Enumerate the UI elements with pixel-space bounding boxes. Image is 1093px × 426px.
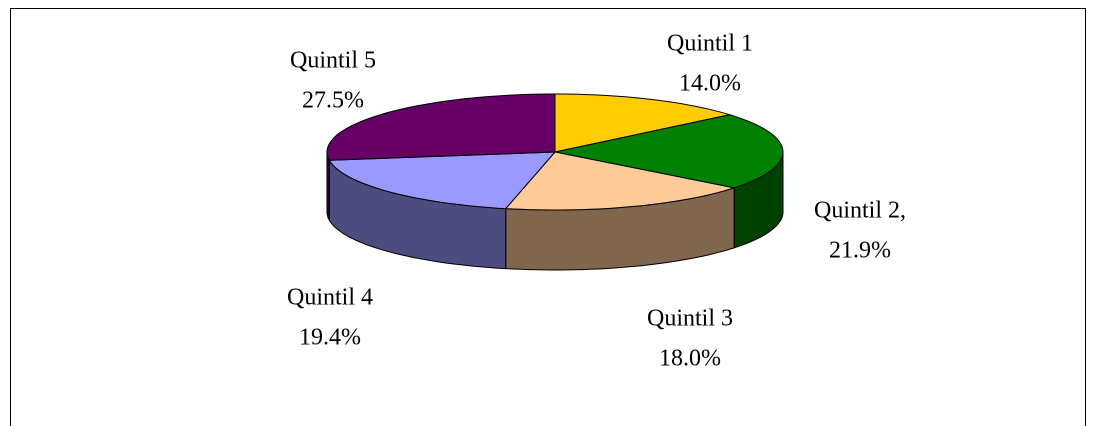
pie-slice <box>328 151 557 210</box>
frame <box>10 8 1086 426</box>
pie-slice <box>326 93 556 161</box>
slice-value-label: 21.9% <box>829 238 891 264</box>
slice-value-label: 19.4% <box>299 325 361 351</box>
pie-slice-side <box>326 151 330 221</box>
slice-label: Quintil 4 <box>287 285 373 311</box>
slice-value-label: 14.0% <box>679 71 741 97</box>
slice-value-label: 18.0% <box>659 346 721 372</box>
pie-slice <box>504 151 735 211</box>
slice-label: Quintil 1 <box>667 31 753 57</box>
slice-value-label: 27.5% <box>302 88 364 114</box>
slice-label: Quintil 2, <box>814 198 906 224</box>
pie-slice <box>554 93 730 153</box>
slice-label: Quintil 5 <box>290 48 376 74</box>
pie-slice <box>554 114 784 189</box>
slice-label: Quintil 3 <box>647 306 733 332</box>
